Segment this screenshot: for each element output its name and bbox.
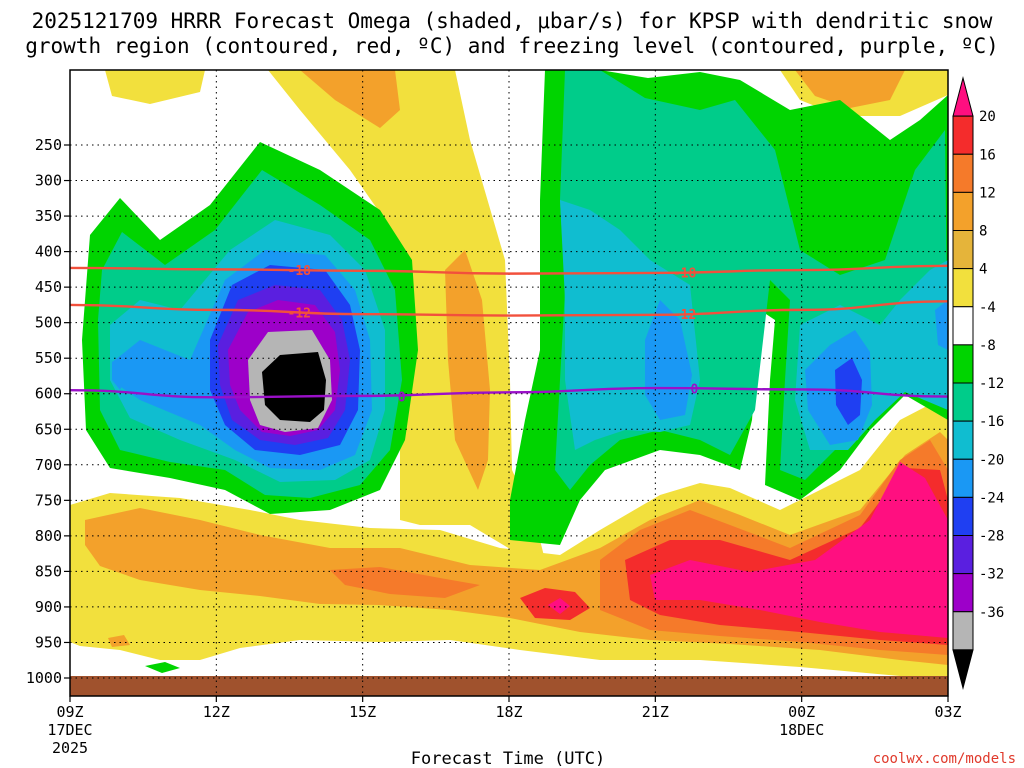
omega-sink-mid-orange	[445, 250, 490, 490]
colorbar-segment	[952, 535, 974, 575]
omega-sink-small-orange	[108, 635, 130, 647]
plot-frame	[69, 69, 949, 697]
contour-label: -12	[288, 306, 311, 321]
x-tick-sublabel: 17DEC	[47, 721, 92, 739]
y-tick-label: 500	[35, 314, 62, 332]
contour-freezing-level-0C	[70, 386, 948, 399]
colorbar-level-label: -16	[979, 414, 1004, 430]
colorbar: 20 16 12 8 4 -4 -8 -12 -16 -20 -24 -28 -32 -36	[952, 76, 1004, 690]
x-tick-label: 00Z	[788, 703, 815, 721]
colorbar-level-label: -20	[979, 452, 1004, 468]
colorbar-level-label: 20	[979, 109, 996, 125]
colorbar-segment	[952, 382, 974, 422]
x-tick-sublabel: 18DEC	[779, 721, 824, 739]
colorbar-level-label: -24	[979, 490, 1004, 506]
omega-sink-orange-strong	[330, 567, 480, 598]
omega-sink-band-upper-orange	[300, 70, 400, 128]
colorbar-level-label: -12	[979, 376, 1004, 392]
y-tick-label: 300	[35, 172, 62, 190]
y-tick-label: 400	[35, 243, 62, 261]
colorbar-level-label: 16	[979, 147, 996, 163]
grid-lines	[69, 70, 949, 696]
credit-text: coolwx.com/models	[873, 751, 1016, 767]
omega-shading	[70, 70, 948, 680]
colorbar-level-label: -36	[979, 605, 1004, 621]
x-tick-sublabel: 2025	[52, 739, 88, 757]
y-tick-label: 650	[35, 420, 62, 438]
contour-label: 0	[398, 390, 406, 405]
contour-dendritic-12C	[70, 300, 948, 317]
colorbar-level-label: -32	[979, 567, 1004, 583]
y-tick-label: 1000	[26, 669, 62, 687]
colorbar-segment	[952, 496, 974, 536]
chart-title-line-1: 2025121709 HRRR Forecast Omega (shaded, …	[32, 9, 993, 33]
x-tick-label: 21Z	[642, 703, 669, 721]
colorbar-top-arrow	[952, 76, 974, 117]
contour-dendritic-18C	[70, 264, 948, 275]
omega-rise-center-blue-lt	[645, 300, 692, 420]
y-tick-label: 550	[35, 349, 62, 367]
y-tick-label: 350	[35, 207, 62, 225]
colorbar-segment	[952, 573, 974, 613]
colorbar-segment	[952, 611, 974, 651]
y-tick-label: 250	[35, 136, 62, 154]
omega-rise-small-green	[145, 662, 180, 673]
omega-rise-top-left	[105, 70, 205, 104]
colorbar-level-label: -4	[979, 300, 996, 316]
y-tick-label: 700	[35, 456, 62, 474]
colorbar-bottom-arrow	[952, 649, 974, 690]
x-tick-label: 12Z	[203, 703, 230, 721]
colorbar-segment	[952, 306, 974, 346]
x-tick-label: 15Z	[349, 703, 376, 721]
y-tick-label: 750	[35, 491, 62, 509]
omega-rise-left-black	[262, 352, 326, 422]
omega-sink-top-right-orange	[795, 70, 905, 108]
x-tick-label: 09Z	[56, 703, 83, 721]
colorbar-segment	[952, 153, 974, 193]
colorbar-segment	[952, 344, 974, 384]
colorbar-level-label: -8	[979, 338, 996, 354]
colorbar-level-label: 12	[979, 185, 996, 201]
contour-label: -18	[673, 266, 697, 281]
y-axis-ticks: 250 300 350 400 450 500 550 600 650 700 750 800 850 9…	[26, 136, 70, 687]
y-tick-label: 900	[35, 598, 62, 616]
contour-label: -12	[673, 308, 696, 323]
y-tick-label: 850	[35, 562, 62, 580]
y-tick-label: 800	[35, 527, 62, 545]
colorbar-segment	[952, 115, 974, 155]
colorbar-segment	[952, 230, 974, 270]
y-tick-label: 450	[35, 278, 62, 296]
omega-rise-left-dot	[112, 355, 128, 390]
omega-rise-right-edge-blue	[935, 300, 948, 350]
y-tick-label: 950	[35, 633, 62, 651]
x-tick-label: 18Z	[495, 703, 522, 721]
colorbar-segment	[952, 458, 974, 498]
x-axis-label: Forecast Time (UTC)	[411, 749, 605, 768]
colorbar-level-label: 4	[979, 262, 987, 278]
colorbar-segment	[952, 420, 974, 460]
colorbar-level-label: 8	[979, 224, 987, 240]
contour-label: 0	[690, 382, 698, 397]
y-tick-label: 600	[35, 385, 62, 403]
colorbar-segment	[952, 191, 974, 231]
omega-sink-pink-dot	[548, 598, 570, 614]
colorbar-segment	[952, 268, 974, 308]
x-tick-label: 03Z	[934, 703, 961, 721]
contour-label: -18	[288, 264, 312, 279]
contour-lines: -18 -18 -12 -12 0 0	[70, 264, 948, 405]
chart-title-line-2: growth region (contoured, red, ºC) and f…	[25, 34, 999, 58]
omega-sink-right-pink	[650, 462, 948, 638]
colorbar-level-label: -28	[979, 529, 1004, 545]
